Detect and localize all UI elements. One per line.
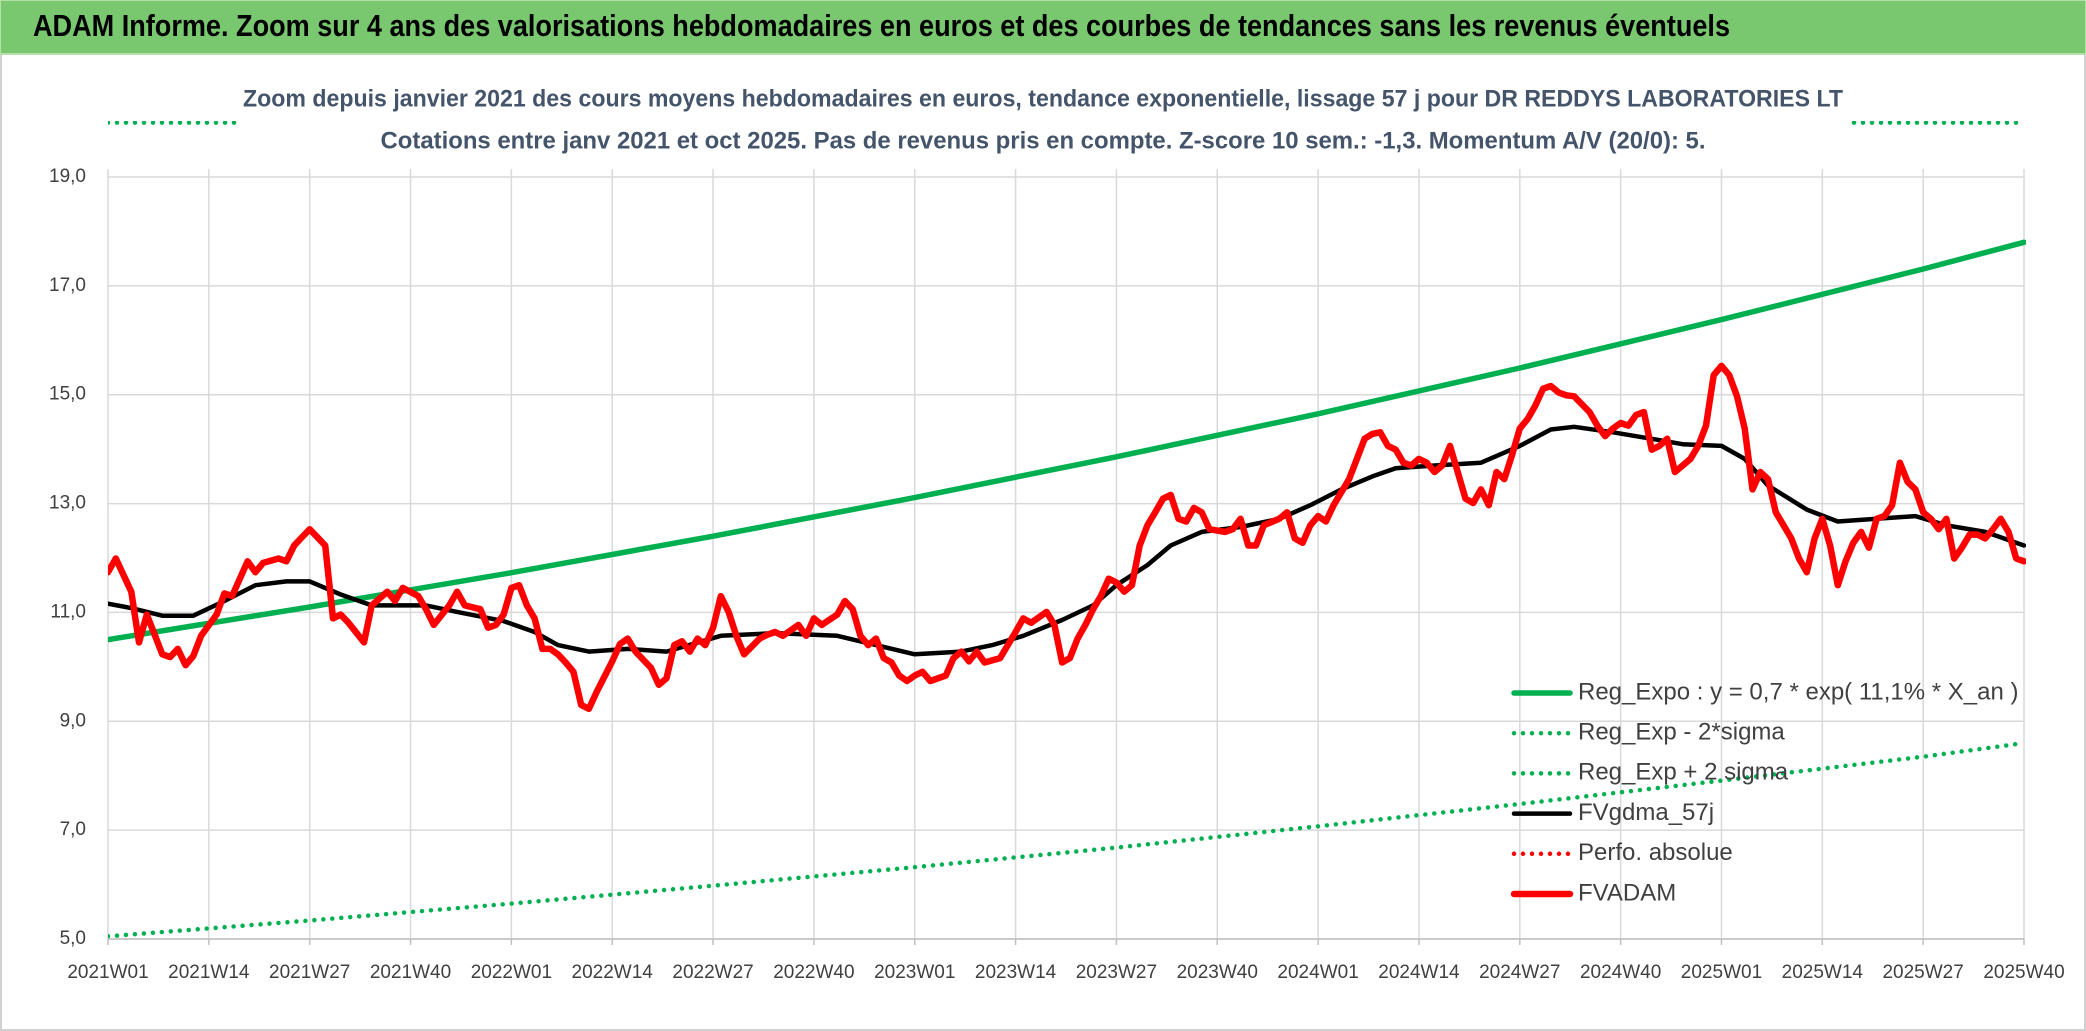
legend-label: FVADAM [1578, 879, 1676, 906]
axes: 5,0 7,0 9,0 11,0 13,0 15,0 17,0 19,0 2021W01 2021… [49, 166, 2065, 983]
legend-label: Perfo. absolue [1578, 839, 1733, 866]
y-tick-label: 15,0 [49, 384, 86, 405]
x-tick-label: 2023W27 [1076, 962, 1157, 983]
x-tick-label: 2021W01 [67, 962, 148, 983]
x-tick-label: 2022W14 [572, 962, 654, 983]
legend-label: FVgdma_57j [1578, 799, 1714, 826]
x-tick-label: 2022W01 [471, 962, 552, 983]
grid [107, 169, 2025, 940]
x-tick-label: 2021W14 [168, 962, 250, 983]
x-tick-label: 2024W01 [1277, 962, 1358, 983]
x-tick-label: 2024W14 [1378, 962, 1460, 983]
y-tick-label: 13,0 [49, 493, 86, 514]
x-tick-label: 2025W27 [1882, 962, 1963, 983]
legend-label: Reg_Exp + 2 sigma [1578, 759, 1789, 786]
series-line [108, 239, 2026, 643]
header-bar [0, 0, 2086, 55]
x-tick-label: 2023W14 [975, 962, 1057, 983]
chart-subtitle: Cotations entre janv 2021 et oct 2025. P… [381, 127, 1706, 154]
chart-title: Zoom depuis janvier 2021 des cours moyen… [243, 85, 1843, 112]
series-line [108, 362, 2026, 713]
x-tick-label: 2021W27 [269, 962, 350, 983]
legend: Reg_Expo : y = 0,7 * exp( 11,1% * X_an )… [1510, 678, 2018, 906]
x-tick-label: 2022W40 [773, 962, 854, 983]
x-tick-label: 2022W27 [672, 962, 753, 983]
legend-label: Reg_Expo : y = 0,7 * exp( 11,1% * X_an ) [1578, 678, 2018, 705]
x-tick-label: 2023W40 [1177, 962, 1258, 983]
x-tick-label: 2025W40 [1983, 962, 2064, 983]
y-tick-label: 17,0 [49, 275, 86, 296]
y-tick-label: 9,0 [60, 710, 86, 731]
title-box [238, 76, 1848, 168]
y-tick-label: 5,0 [60, 928, 86, 949]
header-title: ADAM Informe. Zoom sur 4 ans des valoris… [33, 8, 1730, 43]
plot-area [108, 121, 2026, 939]
x-tick-label: 2025W14 [1782, 962, 1864, 983]
x-tick-label: 2023W01 [874, 962, 955, 983]
y-tick-label: 11,0 [50, 601, 86, 622]
legend-label: Reg_Exp - 2*sigma [1578, 719, 1785, 746]
y-tick-label: 7,0 [60, 819, 86, 840]
x-tick-label: 2021W40 [370, 962, 451, 983]
x-tick-label: 2024W40 [1580, 962, 1661, 983]
x-tick-label: 2024W27 [1479, 962, 1560, 983]
x-tick-label: 2025W01 [1681, 962, 1762, 983]
y-tick-label: 19,0 [49, 166, 86, 187]
